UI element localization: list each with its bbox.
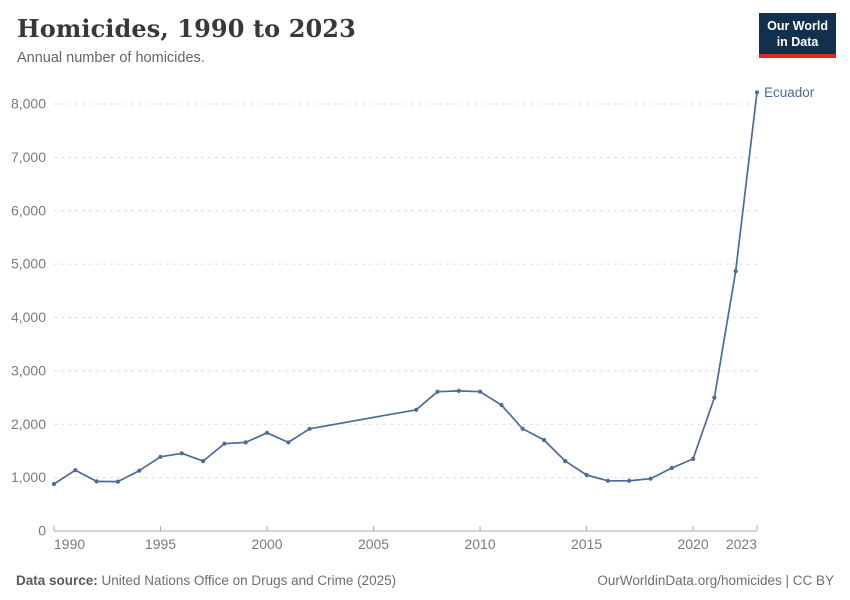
y-axis-tick-label: 2,000 [11,416,46,432]
data-point[interactable] [307,426,312,431]
data-source-label: Data source: [16,573,98,588]
data-point[interactable] [201,459,206,464]
data-point[interactable] [264,430,270,435]
y-axis-tick-label: 6,000 [11,202,46,218]
data-point[interactable] [478,389,483,394]
data-source-text: United Nations Office on Drugs and Crime… [97,573,397,588]
data-point[interactable] [414,407,419,412]
x-axis-tick-label: 2000 [251,536,282,552]
data-point[interactable] [158,454,163,459]
owid-logo-line2: in Data [776,35,819,49]
y-axis-tick-label: 7,000 [11,149,46,165]
data-source-note: Data source: United Nations Office on Dr… [16,573,396,588]
page-title: Homicides, 1990 to 2023 [17,14,356,43]
data-point[interactable] [286,440,291,445]
chart-header: Homicides, 1990 to 2023 Annual number of… [17,14,750,66]
y-axis-tick-label: 4,000 [11,309,46,325]
y-axis-tick-label: 3,000 [11,362,46,378]
x-axis-tick-label: 2010 [464,536,495,552]
x-axis-tick-label: 2023 [726,536,757,552]
y-axis-tick-label: 5,000 [11,256,46,272]
chart-footer: Data source: United Nations Office on Dr… [16,573,834,588]
data-point[interactable] [435,389,440,394]
owid-logo-line1: Our World [767,19,828,33]
data-point[interactable] [179,451,184,456]
data-point[interactable] [499,402,504,408]
chart-subtitle: Annual number of homicides. [17,50,205,66]
data-point[interactable] [243,440,248,445]
x-axis-tick-label: 1995 [145,536,176,552]
y-axis-tick-label: 8,000 [11,96,46,112]
data-point[interactable] [115,479,120,484]
data-point[interactable] [669,465,674,471]
owid-logo[interactable]: Our World in Data [759,13,836,58]
series-end-label[interactable]: Ecuador [764,85,815,100]
x-axis-tick-label: 1990 [54,536,85,552]
data-point[interactable] [51,481,57,487]
data-point[interactable] [563,459,568,464]
data-point[interactable] [584,472,589,478]
x-axis-tick-label: 2005 [358,536,389,552]
y-axis-tick-label: 0 [38,523,46,539]
data-point[interactable] [605,478,611,483]
data-point[interactable] [541,437,547,443]
data-point[interactable] [754,90,760,95]
x-axis-tick-label: 2020 [678,536,709,552]
credit-link[interactable]: OurWorldinData.org/homicides | CC BY [597,573,834,588]
data-point[interactable] [712,395,717,400]
data-point[interactable] [73,468,78,473]
data-point[interactable] [648,476,653,481]
data-point[interactable] [456,388,461,393]
data-point[interactable] [137,468,142,473]
data-point[interactable] [733,269,738,274]
data-point[interactable] [222,441,227,446]
data-point[interactable] [627,478,632,483]
series-line[interactable] [53,91,758,485]
data-point[interactable] [691,456,696,461]
data-point[interactable] [94,479,99,484]
y-axis-tick-label: 1,000 [11,469,46,485]
x-axis-tick-label: 2015 [571,536,602,552]
data-point[interactable] [520,426,525,431]
